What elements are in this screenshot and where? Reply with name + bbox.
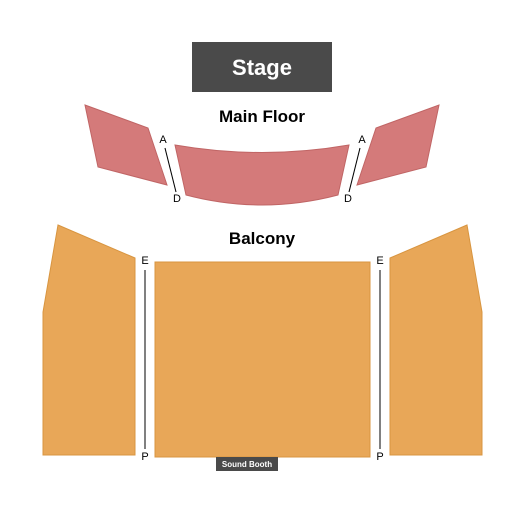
- row-label-e-left: E: [141, 255, 148, 267]
- row-label-p-left: P: [141, 451, 148, 463]
- seating-chart: Stage Main Floor A A D D Balcony E E P: [0, 0, 525, 525]
- stage-label: Stage: [232, 55, 292, 80]
- balcony-left[interactable]: [43, 225, 135, 455]
- row-label-p-right: P: [376, 451, 383, 463]
- row-label-a-right: A: [358, 134, 366, 146]
- row-label-e-right: E: [376, 255, 383, 267]
- row-label-d-right: D: [344, 193, 352, 205]
- row-label-a-left: A: [159, 134, 167, 146]
- main-row-line-right: [349, 148, 360, 192]
- main-floor-label: Main Floor: [219, 107, 305, 126]
- balcony-label: Balcony: [229, 229, 296, 248]
- sound-booth-label: Sound Booth: [222, 460, 272, 469]
- balcony-right[interactable]: [390, 225, 482, 455]
- row-label-d-left: D: [173, 193, 181, 205]
- balcony-center[interactable]: [155, 262, 370, 457]
- main-floor-right[interactable]: [357, 105, 439, 185]
- main-floor-left[interactable]: [85, 105, 167, 185]
- main-floor-center[interactable]: [175, 145, 349, 205]
- seating-svg: Stage Main Floor A A D D Balcony E E P: [0, 0, 525, 525]
